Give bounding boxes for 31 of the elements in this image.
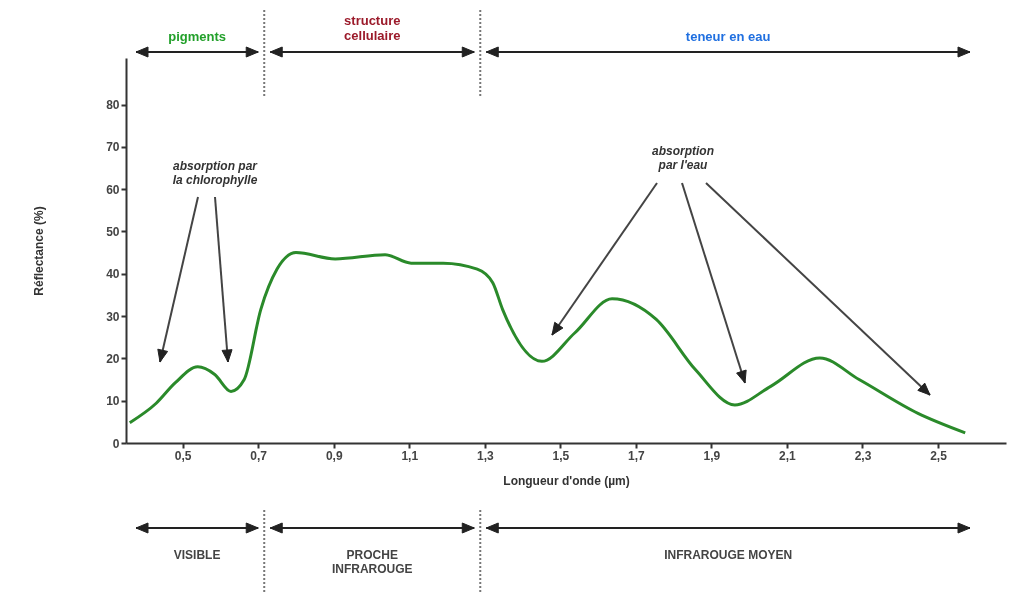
y-tick-label: 70 [106,140,120,155]
text: teneur en eau [685,29,771,44]
x-tick-label: 2,1 [779,448,797,463]
y-tick-label: 20 [106,351,120,366]
text: pigments [168,29,227,44]
x-tick-label: 2,5 [930,448,948,463]
x-tick-label: 1,5 [552,448,570,463]
line-series [128,251,967,435]
y-tick-label: 60 [106,182,120,197]
y-tick-label: 10 [106,394,120,409]
x-tick-label: 0,9 [325,448,343,463]
x-tick-label: 0,5 [174,448,192,463]
text: structure cellulaire [344,13,401,43]
annotation: absorption par la chlorophylle [172,159,259,187]
y-tick-label: 80 [106,98,120,113]
x-tick-label: 0,7 [250,448,268,463]
y-axis-title: Réflectance (%) [32,206,47,296]
text: INFRAROUGE MOYEN [664,548,793,562]
x-tick-label: 1,7 [628,448,646,463]
x-tick-label: 1,9 [703,448,721,463]
y-tick-label: 30 [106,309,120,324]
y-tick-label: 50 [106,224,120,239]
text: PROCHE INFRAROUGE [331,548,413,576]
x-tick-label: 1,1 [401,448,419,463]
x-tick-label: 1,3 [476,448,494,463]
y-tick-label: 40 [106,267,120,282]
x-tick-label: 2,3 [854,448,872,463]
x-axis-title: Longueur d'onde (µm) [503,473,630,488]
annotation: absorption par l'eau [652,144,714,172]
text: VISIBLE [173,548,221,562]
y-tick-label: 0 [112,436,120,451]
